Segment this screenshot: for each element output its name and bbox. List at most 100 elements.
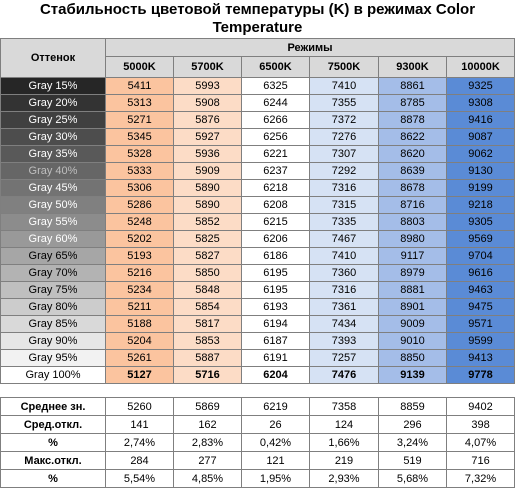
row-label: Gray 80% [0,298,106,316]
header-mode-5000k: 5000K [105,56,174,78]
table-cell: 5333 [105,162,174,180]
table-row: Gray 45% 5306 5890 6218 7316 8678 9199 [0,179,515,197]
table-cell: 9117 [378,247,447,265]
table-cell: 8678 [378,179,447,197]
header-modes: Режимы [104,38,515,57]
table-cell: 9571 [445,315,515,333]
table-cell: 7434 [309,315,379,333]
table-cell: 9305 [445,213,515,231]
table-cell: 7372 [309,111,379,129]
stats-row: Макс.откл. 284 277 121 219 519 716 [0,451,515,470]
table-cell: 5853 [173,332,242,350]
table-cell: 8716 [378,196,447,214]
table-cell: 9009 [378,315,447,333]
table-cell: 9308 [445,94,515,112]
table-row: Gray 15% 5411 5993 6325 7410 8861 9325 [0,77,515,95]
table-cell: 7410 [309,77,379,95]
table-cell: 7335 [309,213,379,231]
separator-row [0,383,515,398]
stats-cell: 277 [173,451,242,470]
table-cell: 5936 [173,145,242,163]
table-cell: 9704 [445,247,515,265]
table-cell: 5188 [105,315,174,333]
table-cell: 6266 [241,111,310,129]
table-cell: 9087 [445,128,515,146]
table-cell: 8620 [378,145,447,163]
header-mode-9300k: 9300K [378,56,447,78]
row-label: Gray 100% [0,366,106,384]
table-cell: 5271 [105,111,174,129]
stats-cell: 519 [378,451,447,470]
table-row: Gray 25% 5271 5876 6266 7372 8878 9416 [0,111,515,129]
table-cell: 9218 [445,196,515,214]
table-cell: 6187 [241,332,310,350]
stats-row: % 2,74% 2,83% 0,42% 1,66% 3,24% 4,07% [0,433,515,452]
table-cell: 8980 [378,230,447,248]
table-cell: 6244 [241,94,310,112]
stats-cell: 5,54% [105,469,174,488]
row-label: Gray 25% [0,111,106,129]
table-cell: 7316 [309,179,379,197]
table-cell: 5211 [105,298,174,316]
table-cell: 8785 [378,94,447,112]
stats-label: Макс.откл. [0,451,106,470]
stats-row: % 5,54% 4,85% 1,95% 2,93% 5,68% 7,32% [0,469,515,488]
stats-cell: 5,68% [378,469,447,488]
table-row: Gray 50% 5286 5890 6208 7315 8716 9218 [0,196,515,214]
table-cell: 7276 [309,128,379,146]
stats-label: Сред.откл. [0,415,106,434]
row-label: Gray 20% [0,94,106,112]
table-row: Gray 75% 5234 5848 6195 7316 8881 9463 [0,281,515,299]
stats-cell: 3,24% [378,433,447,452]
table-cell: 7360 [309,264,379,282]
stats-row: Среднее зн. 5260 5869 6219 7358 8859 9402 [0,397,515,416]
table-cell: 9778 [445,366,515,384]
table-cell: 5328 [105,145,174,163]
table-cell: 6206 [241,230,310,248]
table-cell: 5850 [173,264,242,282]
header-mode-5700k: 5700K [173,56,242,78]
table-cell: 8901 [378,298,447,316]
table-cell: 6325 [241,77,310,95]
table-cell: 6221 [241,145,310,163]
stats-cell: 7,32% [445,469,515,488]
stats-cell: 2,74% [105,433,174,452]
table-cell: 5306 [105,179,174,197]
table-cell: 7307 [309,145,379,163]
table-cell: 6204 [241,366,310,384]
stats-cell: 0,42% [241,433,310,452]
row-label: Gray 30% [0,128,106,146]
stats-label: % [0,469,106,488]
table-cell: 7476 [309,366,379,384]
table-cell: 7315 [309,196,379,214]
stats-cell: 5260 [105,397,174,416]
table-cell: 5411 [105,77,174,95]
stats-cell: 2,93% [309,469,379,488]
header-mode-10000k: 10000K [445,56,515,78]
stats-cell: 1,95% [241,469,310,488]
table-cell: 7361 [309,298,379,316]
table-cell: 9325 [445,77,515,95]
table-cell: 5827 [173,247,242,265]
table-cell: 5234 [105,281,174,299]
stats-cell: 121 [241,451,310,470]
table-cell: 6194 [241,315,310,333]
table-cell: 5909 [173,162,242,180]
table-cell: 9199 [445,179,515,197]
table-cell: 5876 [173,111,242,129]
table-cell: 7467 [309,230,379,248]
table-cell: 8881 [378,281,447,299]
table-row: Gray 70% 5216 5850 6195 7360 8979 9616 [0,264,515,282]
table-cell: 9010 [378,332,447,350]
table-cell: 8622 [378,128,447,146]
stats-cell: 4,85% [173,469,242,488]
table-cell: 5716 [173,366,242,384]
table-cell: 5854 [173,298,242,316]
table-cell: 6193 [241,298,310,316]
title-line-2: Temperature [212,19,303,36]
color-temperature-table: Оттенок Режимы 5000K 5700K 6500K 7500K 9300K… [0,38,515,488]
table-cell: 5261 [105,349,174,367]
table-cell: 6195 [241,264,310,282]
table-cell: 9599 [445,332,515,350]
table-cell: 6195 [241,281,310,299]
